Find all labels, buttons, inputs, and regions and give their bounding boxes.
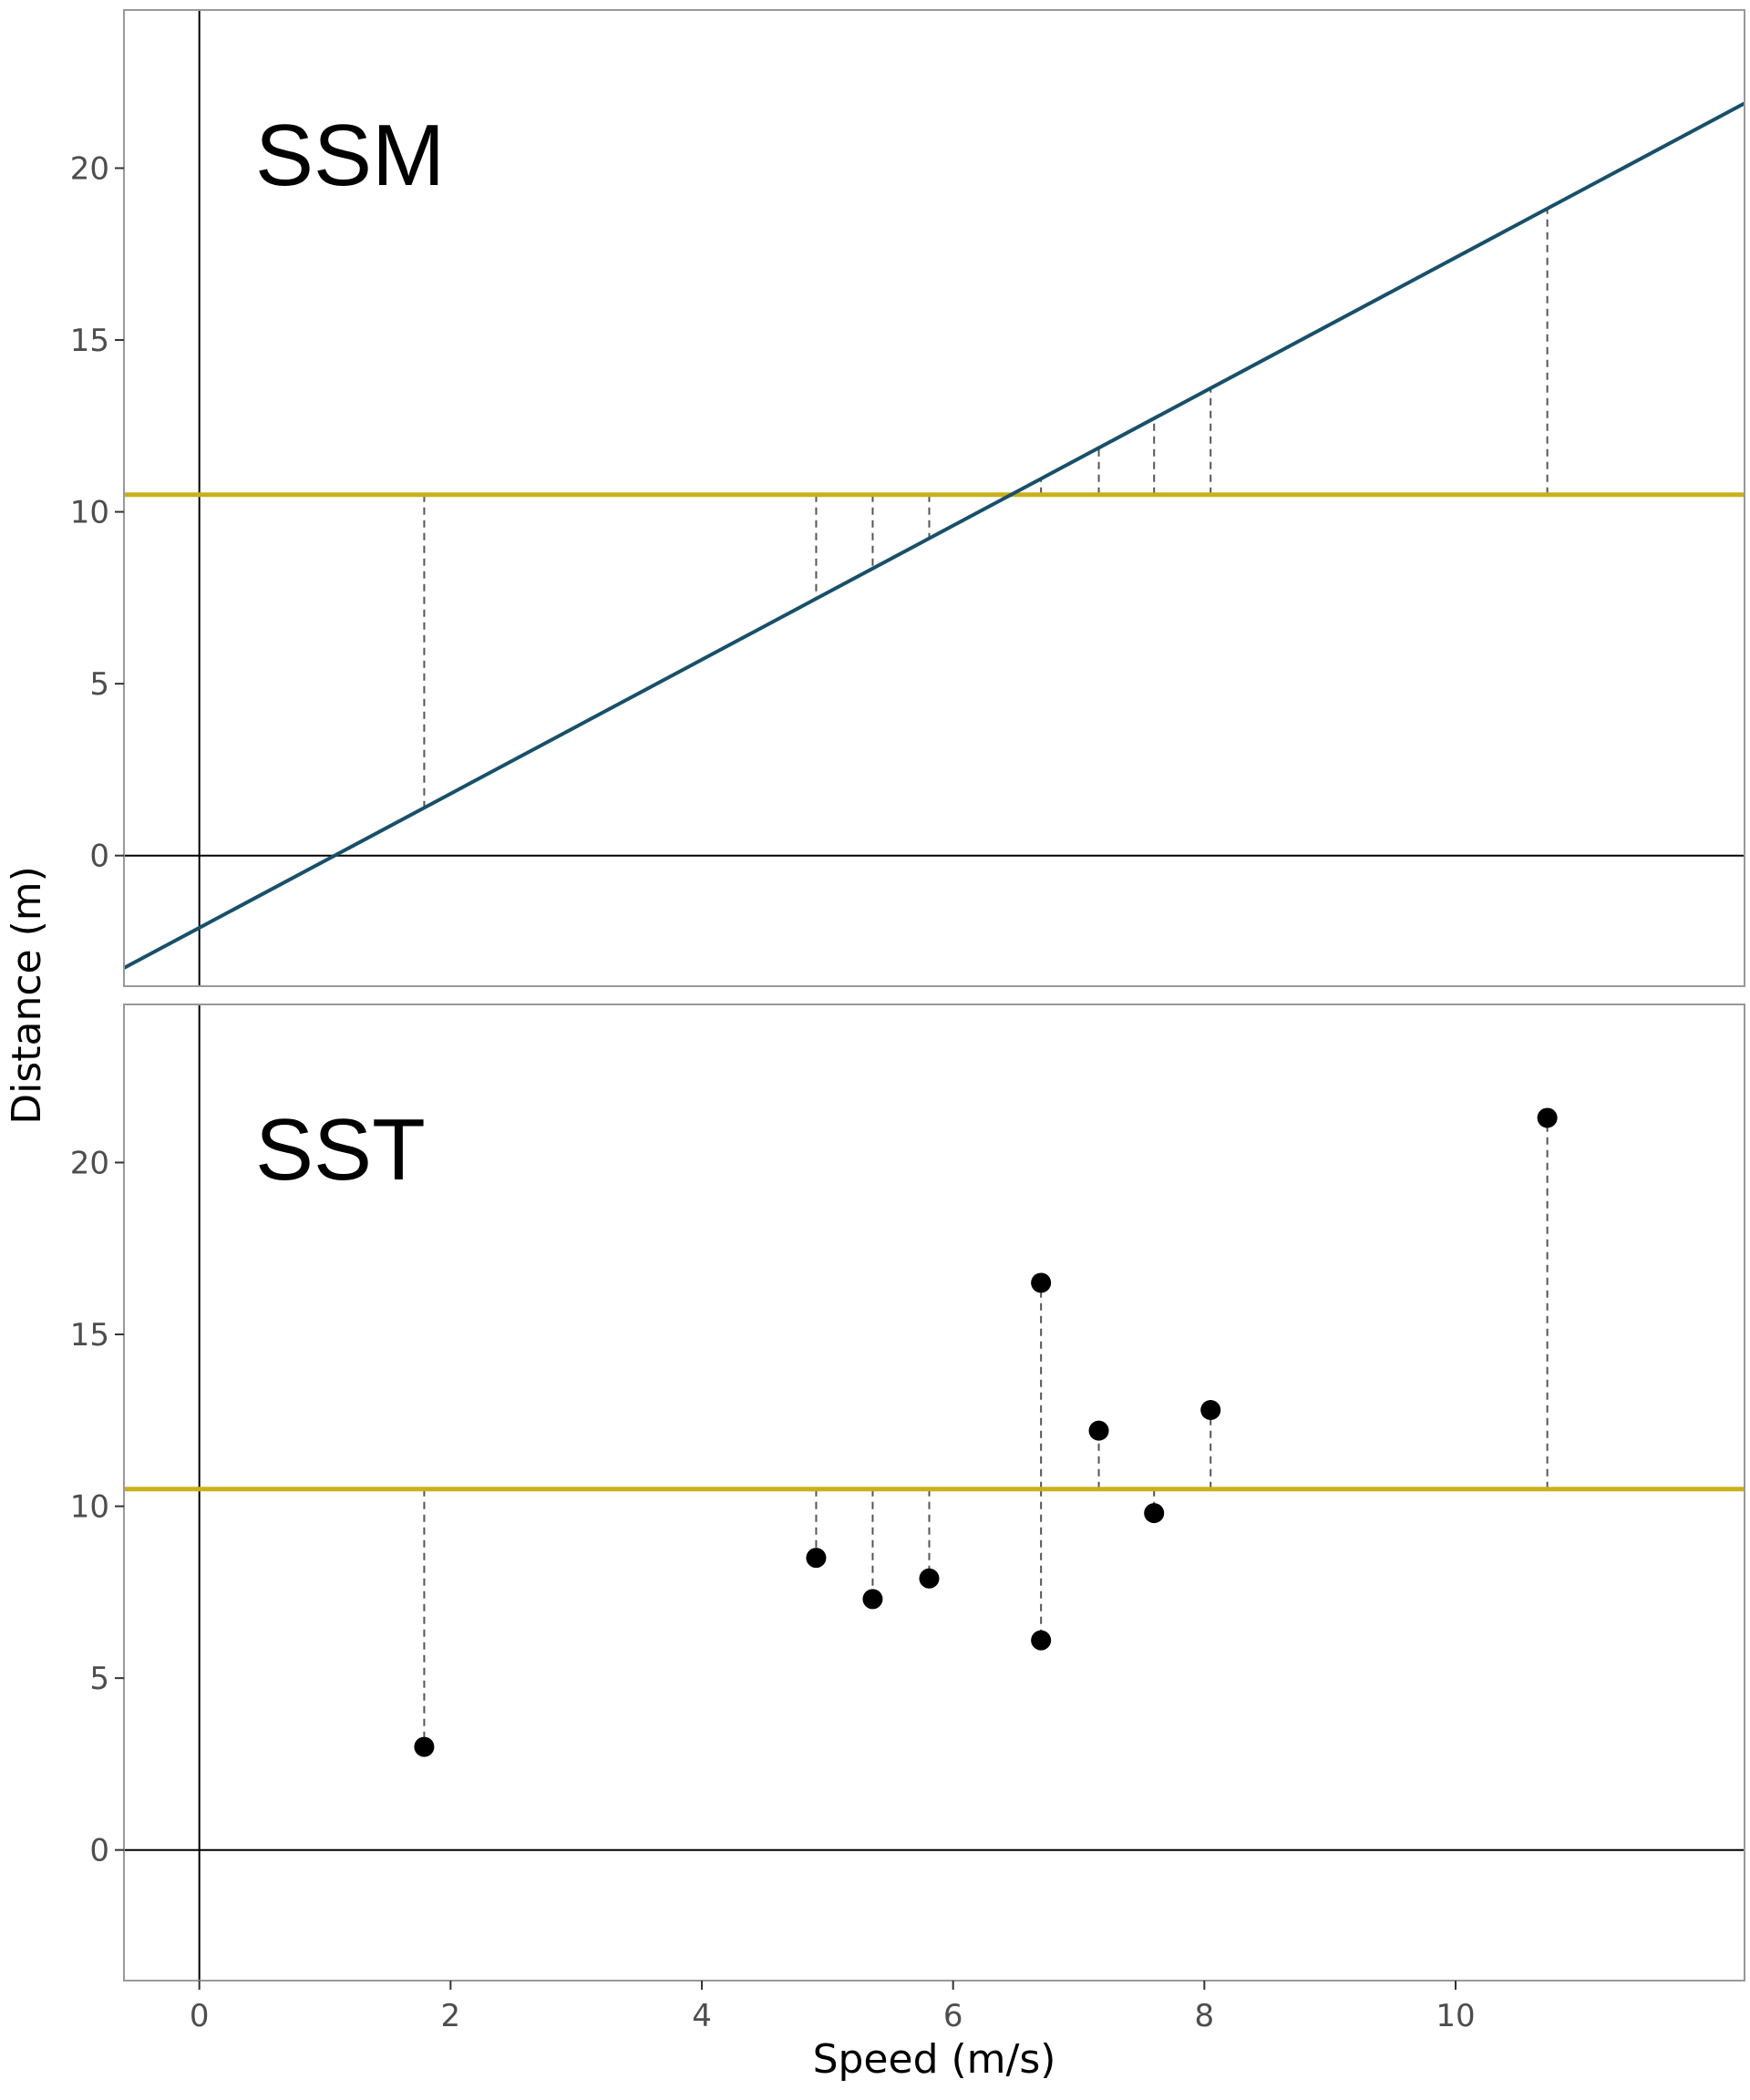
x-tick-label: 0 bbox=[190, 1998, 210, 2034]
data-point-3 bbox=[862, 1589, 883, 1610]
y-tick-label: 15 bbox=[70, 1317, 109, 1354]
data-point-8 bbox=[1144, 1503, 1165, 1524]
y-tick-label: 0 bbox=[89, 1833, 109, 1869]
x-tick-label: 2 bbox=[441, 1998, 461, 2034]
x-tick-label: 6 bbox=[943, 1998, 963, 2034]
y-tick-label: 20 bbox=[70, 150, 109, 187]
data-point-7 bbox=[1088, 1420, 1109, 1441]
data-point-2 bbox=[806, 1548, 827, 1569]
panel-sst: SST 0 5 10 15 20 bbox=[70, 1004, 1745, 1982]
panel-background bbox=[124, 1004, 1745, 1981]
y-tick-label: 5 bbox=[89, 666, 109, 703]
panel-label: SSM bbox=[255, 107, 445, 204]
x-axis-title: Speed (m/s) bbox=[813, 2036, 1056, 2083]
data-point-4 bbox=[919, 1568, 940, 1589]
y-tick-label: 20 bbox=[70, 1145, 109, 1181]
data-point-1 bbox=[414, 1736, 435, 1757]
y-tick-label: 0 bbox=[89, 839, 109, 875]
panel-label: SST bbox=[255, 1101, 426, 1199]
panels: SSM 0 5 10 15 20 SST 0 5 10 15 20 bbox=[70, 9, 1745, 1982]
data-point-5 bbox=[1031, 1272, 1052, 1293]
y-tick-label: 5 bbox=[89, 1661, 109, 1697]
panel-ssm: SSM 0 5 10 15 20 bbox=[70, 9, 1745, 987]
y-tick-label: 15 bbox=[70, 323, 109, 359]
data-point-6 bbox=[1031, 1630, 1052, 1651]
x-tick-label: 4 bbox=[692, 1998, 712, 2034]
panel-border bbox=[123, 9, 1745, 987]
data-point-10 bbox=[1537, 1107, 1558, 1128]
x-tick-label: 10 bbox=[1436, 1998, 1475, 2034]
x-axis: 0 2 4 6 8 10 bbox=[190, 1981, 1476, 2034]
panel-plot-area bbox=[124, 10, 1745, 986]
y-tick-label: 10 bbox=[70, 495, 109, 531]
x-tick-label: 8 bbox=[1195, 1998, 1215, 2034]
panel-border bbox=[123, 1004, 1745, 1982]
y-axis-title: Distance (m) bbox=[4, 866, 50, 1125]
y-tick-label: 10 bbox=[70, 1489, 109, 1526]
regression-line bbox=[124, 101, 1745, 970]
panel-plot-area bbox=[124, 1004, 1745, 1981]
data-point-9 bbox=[1200, 1399, 1221, 1420]
